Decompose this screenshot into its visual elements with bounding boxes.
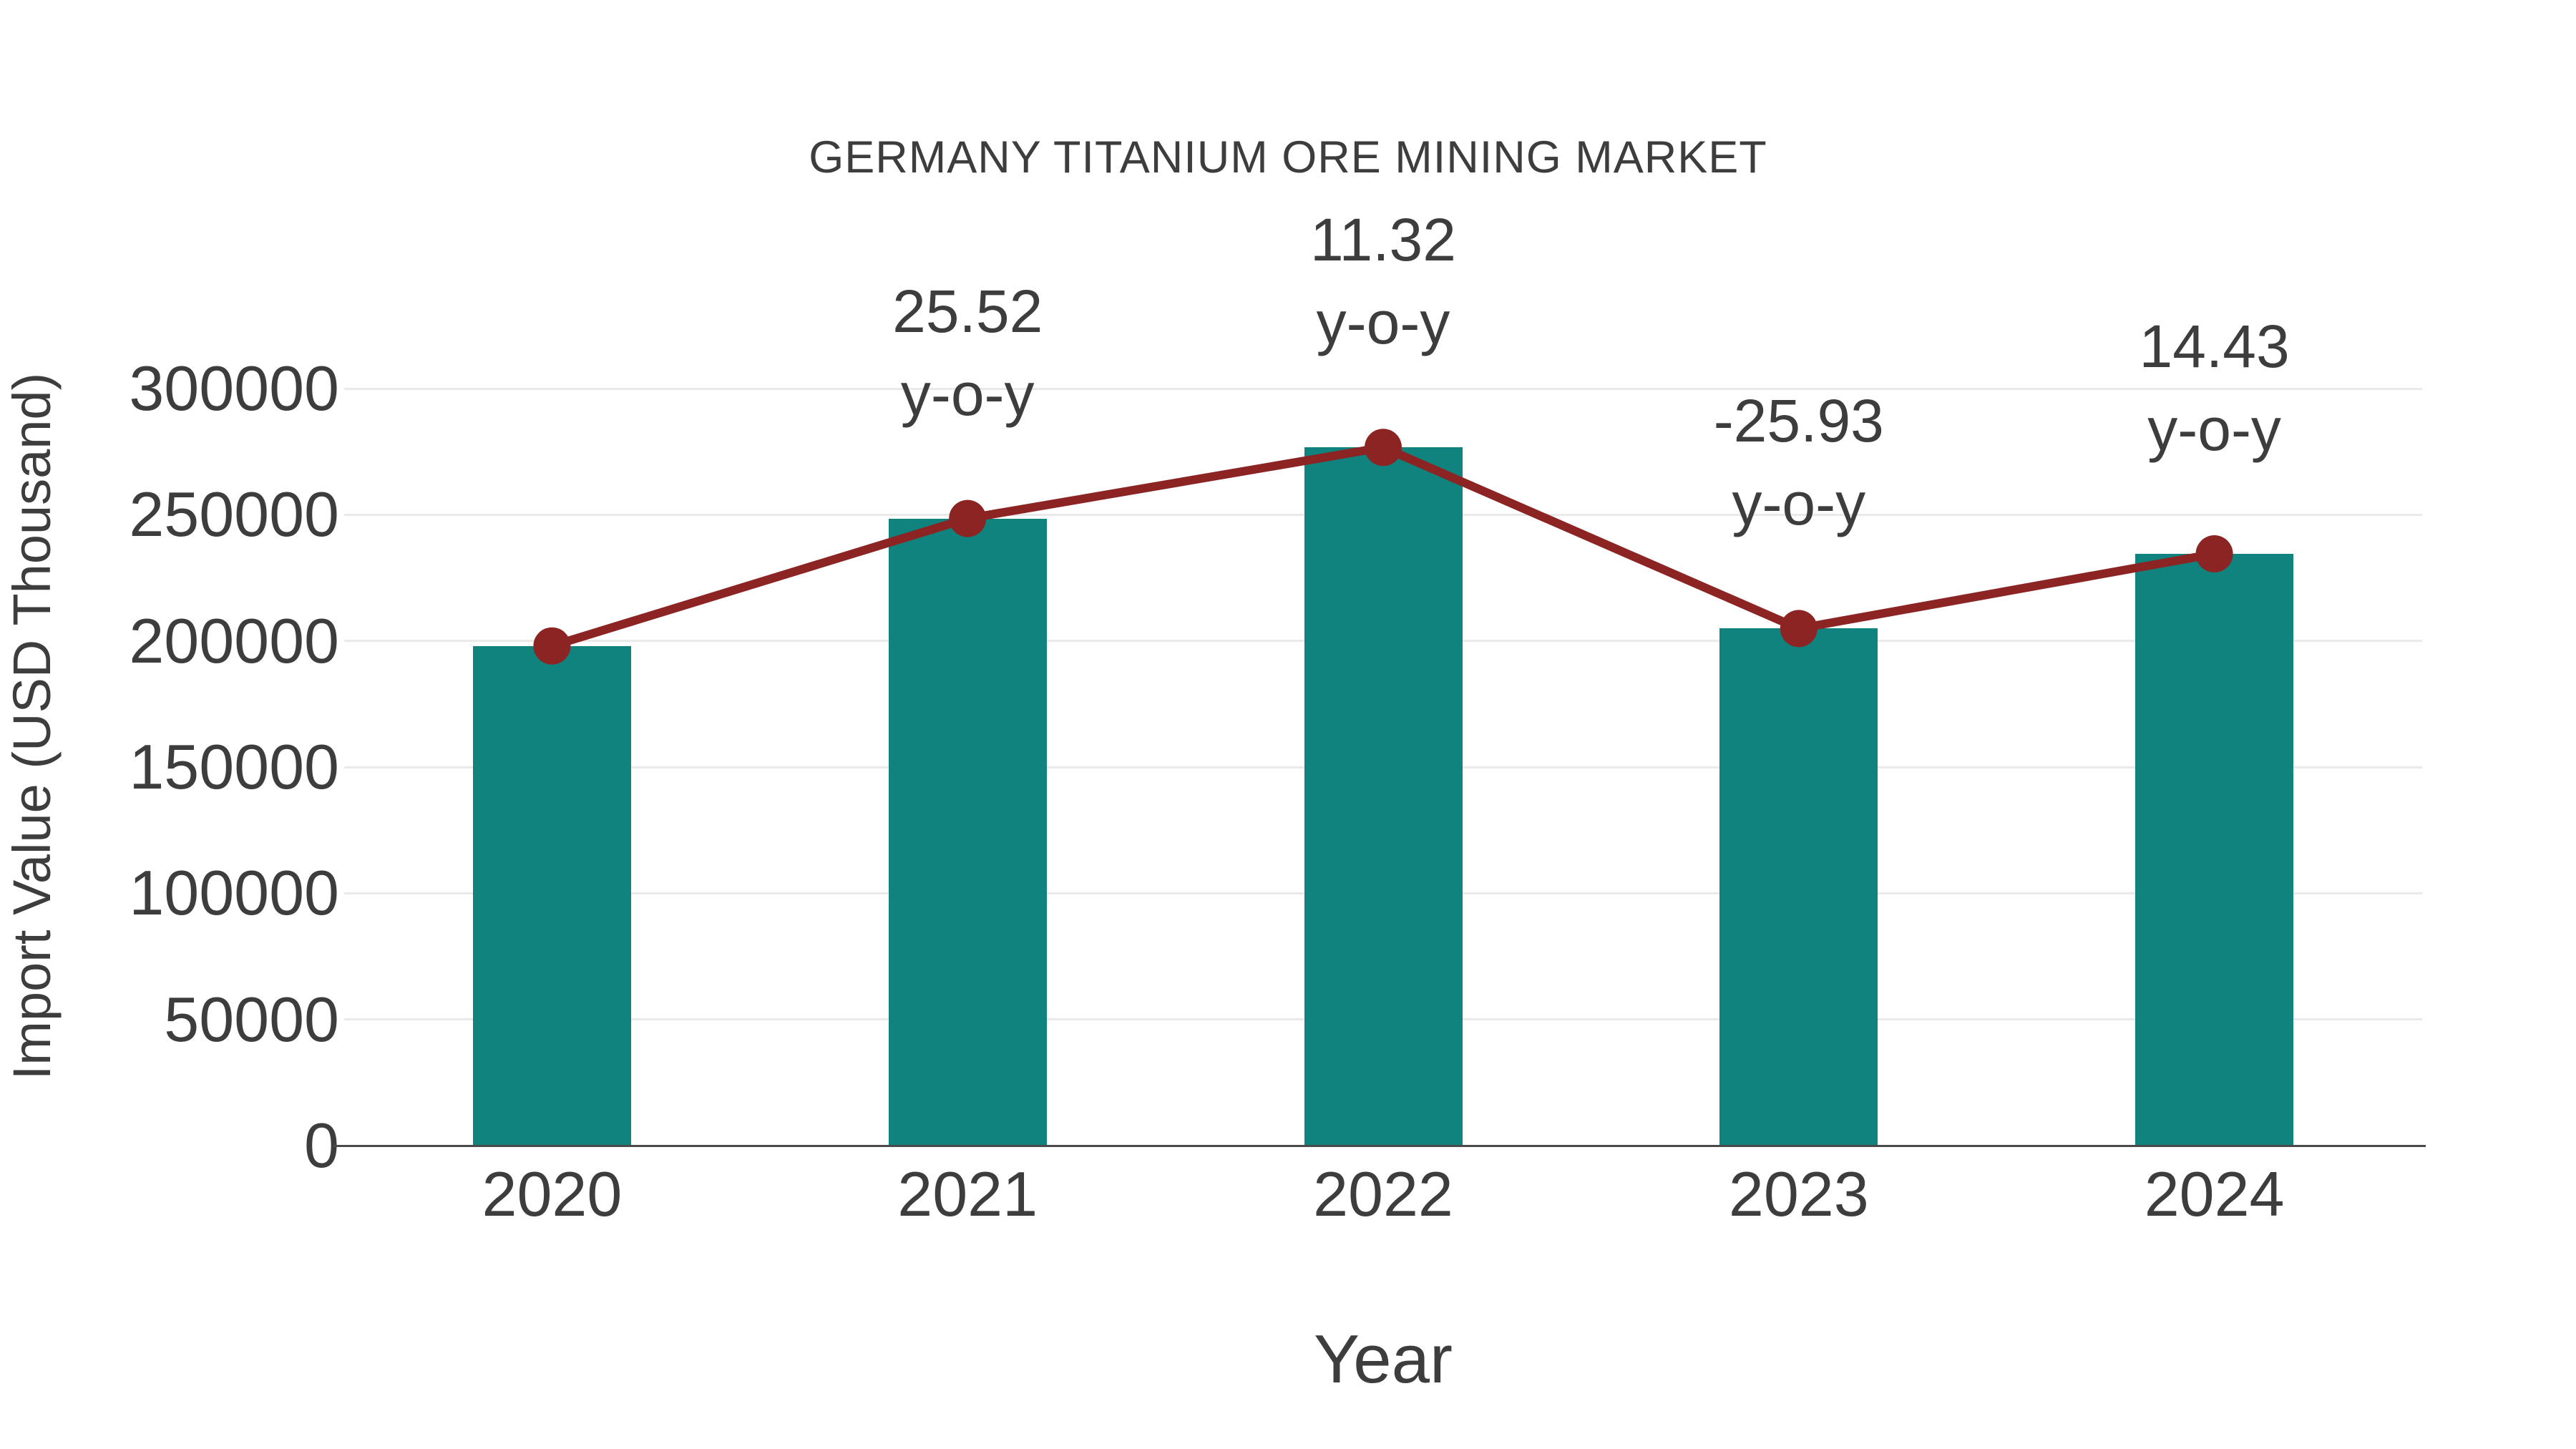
bar-2024[interactable] [2135, 554, 2294, 1146]
annotation-value: 11.32 [1310, 206, 1456, 274]
yoy-annotation-2023: -25.93 y-o-y [1584, 379, 2014, 545]
annotation-value: 25.52 [892, 277, 1043, 345]
bar-2021[interactable] [888, 518, 1047, 1146]
line-marker-2021[interactable] [949, 499, 987, 537]
annotation-value: -25.93 [1713, 387, 1884, 455]
x-tick-label-2022: 2022 [1313, 1158, 1453, 1229]
yoy-annotation-2024: 14.43 y-o-y [2000, 305, 2429, 471]
x-tick-label-2024: 2024 [2144, 1158, 2285, 1229]
x-tick-label-2021: 2021 [897, 1158, 1038, 1229]
y-tick-label: 300000 [129, 353, 339, 424]
y-tick-label: 0 [304, 1110, 339, 1181]
y-tick-label: 50000 [164, 983, 339, 1055]
x-axis-title: Year [1314, 1321, 1453, 1397]
annotation-suffix: y-o-y [900, 360, 1035, 428]
annotation-suffix: y-o-y [1316, 289, 1450, 357]
line-marker-2023[interactable] [1780, 610, 1818, 648]
y-tick-label: 200000 [129, 605, 339, 676]
line-marker-2020[interactable] [533, 627, 571, 665]
annotation-suffix: y-o-y [1732, 470, 1866, 538]
y-tick-label: 250000 [129, 479, 339, 550]
x-tick-label-2020: 2020 [482, 1158, 623, 1229]
y-tick-label: 100000 [129, 857, 339, 929]
annotation-value: 14.43 [2139, 313, 2290, 380]
line-marker-2022[interactable] [1365, 429, 1402, 467]
x-tick-label-2023: 2023 [1728, 1158, 1869, 1229]
yoy-annotation-2022: 11.32 y-o-y [1169, 198, 1598, 364]
gridline [344, 387, 2422, 390]
bar-2023[interactable] [1719, 628, 1878, 1146]
chart-title: GERMANY TITANIUM ORE MINING MARKET [809, 132, 1767, 182]
annotation-suffix: y-o-y [2147, 396, 2281, 463]
bar-2022[interactable] [1304, 447, 1463, 1146]
bar-2020[interactable] [472, 645, 631, 1146]
y-tick-label: 150000 [129, 731, 339, 802]
line-marker-2024[interactable] [2195, 535, 2233, 572]
x-axis-line [333, 1144, 2426, 1147]
y-axis-title: Import Value (USD Thousand) [2, 372, 62, 1080]
yoy-annotation-2021: 25.52 y-o-y [753, 270, 1182, 436]
